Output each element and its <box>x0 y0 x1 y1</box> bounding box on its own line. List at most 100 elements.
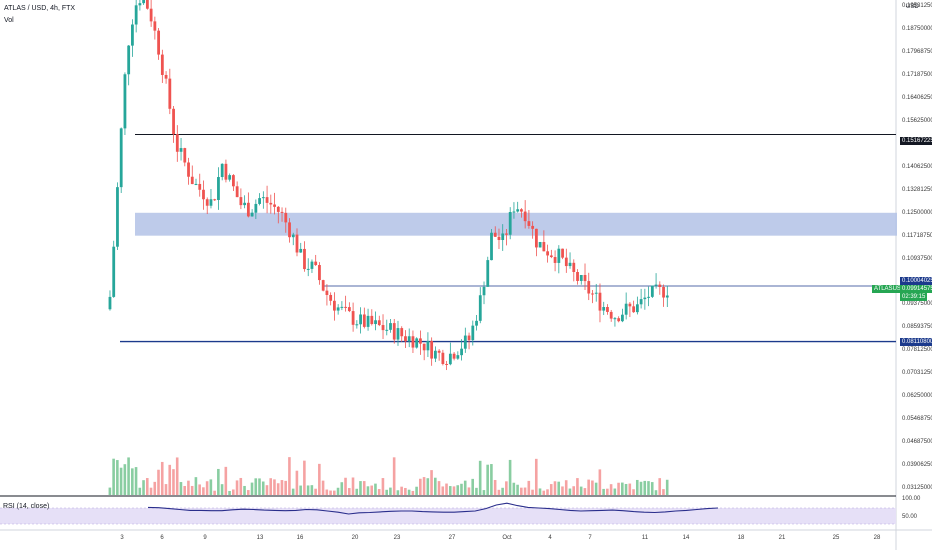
volume-bar <box>362 481 366 495</box>
volume-bar <box>598 469 602 495</box>
volume-bar <box>340 482 344 495</box>
candle-body <box>336 307 340 311</box>
volume-bar <box>329 490 332 495</box>
candle-body <box>321 280 325 291</box>
volume-bar <box>658 478 662 495</box>
volume-bar <box>183 485 186 495</box>
candle-body <box>112 246 116 297</box>
candle-body <box>557 248 561 263</box>
volume-bar <box>602 488 605 495</box>
volume-bar <box>520 487 523 495</box>
volume-bar <box>175 457 179 495</box>
rsi-band <box>0 508 896 524</box>
candle-body <box>172 108 175 135</box>
volume-bar <box>523 487 527 495</box>
candle-body <box>333 300 336 311</box>
volume-bar <box>647 481 650 495</box>
volume-bar <box>325 489 329 495</box>
candle-body <box>284 212 288 223</box>
price-tick: 0.05468750 <box>902 416 932 423</box>
symbol-price-tag: ATLASUSD <box>872 285 908 293</box>
volume-bar <box>336 487 340 495</box>
volume-bar <box>284 480 287 495</box>
volume-bar <box>370 485 374 495</box>
candle-body <box>486 260 490 287</box>
candle-body <box>347 307 351 312</box>
volume-bar <box>452 486 456 495</box>
candle-body <box>187 162 190 177</box>
candle-body <box>422 343 426 351</box>
volume-bar <box>486 464 489 495</box>
volume-bar <box>235 480 239 495</box>
candle-body <box>448 353 452 365</box>
candle-body <box>134 5 138 25</box>
volume-bar <box>613 488 617 495</box>
candle-body <box>202 189 205 200</box>
volume-bar <box>665 479 669 495</box>
volume-bar <box>508 459 512 495</box>
candle-body <box>389 323 392 330</box>
candle-body <box>119 128 123 188</box>
candle-body <box>145 0 149 9</box>
volume-bar <box>437 481 441 495</box>
volume-bar <box>314 488 317 495</box>
candle-body <box>314 261 318 266</box>
candle-body <box>194 183 198 185</box>
candle-body <box>635 304 639 313</box>
volume-bar <box>205 481 209 495</box>
volume-bar <box>411 490 415 495</box>
volume-bar <box>123 464 127 495</box>
candle-body <box>183 148 187 163</box>
volume-bar <box>243 485 246 495</box>
volume-bar <box>415 486 418 495</box>
candle-body <box>220 163 224 178</box>
price-tick: 0.09375000 <box>902 301 932 308</box>
price-tick: 0.16406250 <box>902 95 932 102</box>
volume-bar <box>381 478 385 495</box>
volume-bar <box>160 461 164 495</box>
volume-bar <box>310 485 314 495</box>
candle-body <box>650 285 654 297</box>
candle-body <box>546 251 550 256</box>
date-tick: 6 <box>160 535 164 541</box>
candle-body <box>179 148 183 152</box>
candle-body <box>288 222 291 238</box>
candle-body <box>617 318 621 322</box>
volume-bar <box>138 487 142 495</box>
candle-body <box>549 255 553 258</box>
candle-body <box>632 306 636 313</box>
volume-bar <box>112 458 115 495</box>
volume-bar <box>269 478 273 495</box>
candle-body <box>254 203 258 213</box>
candle-body <box>478 295 482 321</box>
candle-body <box>452 353 456 359</box>
candle-body <box>318 265 321 281</box>
candle-body <box>108 296 112 310</box>
candle-body <box>213 199 217 201</box>
candle-body <box>381 325 385 331</box>
date-tick: 9 <box>203 535 207 541</box>
candle-body <box>602 307 606 311</box>
volume-bar <box>366 486 370 495</box>
volume-bar <box>194 477 198 495</box>
volume-bar <box>153 481 157 495</box>
candle-body <box>217 177 220 201</box>
candle-body <box>665 295 669 298</box>
volume-bar <box>430 470 433 495</box>
volume-bar <box>422 477 426 495</box>
volume-bar <box>478 460 482 495</box>
candle-body <box>209 199 213 206</box>
candle-body <box>606 307 609 312</box>
candle-body <box>441 352 445 364</box>
support-zone <box>135 212 897 236</box>
volume-bar <box>224 466 228 495</box>
rsi-indicator-label[interactable]: RSI (14, close) <box>3 503 50 510</box>
price-tick: 0.03125000 <box>902 484 932 491</box>
volume-bar <box>220 484 224 495</box>
date-tick: 18 <box>737 535 745 541</box>
candle-body <box>235 186 239 198</box>
volume-bar <box>291 488 295 495</box>
volume-bar <box>497 489 501 495</box>
candle-body <box>415 338 419 348</box>
